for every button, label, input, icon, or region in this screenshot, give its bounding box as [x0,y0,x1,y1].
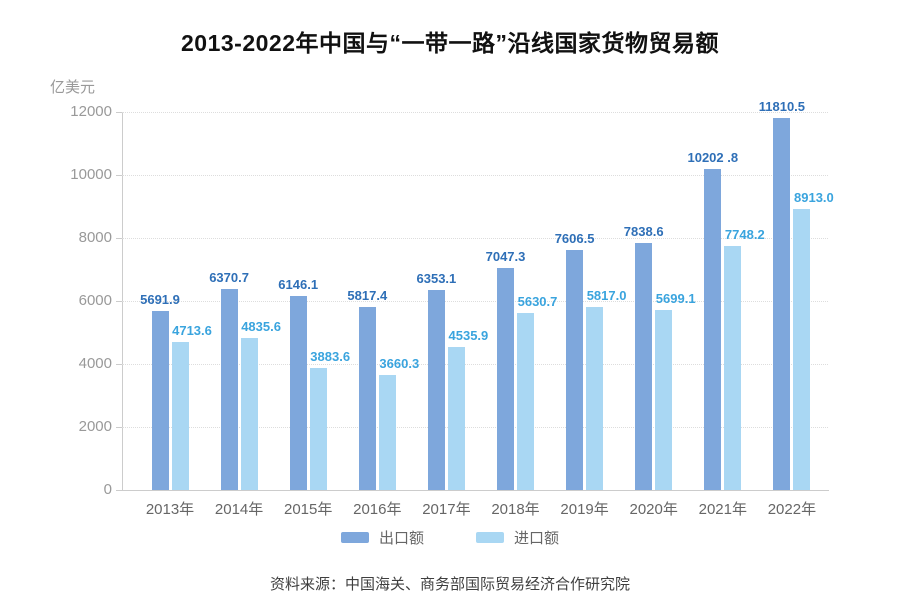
export-value-label: 6146.1 [278,277,319,293]
export-bar [635,243,653,490]
x-axis-label: 2013年 [145,501,195,518]
export-bar [289,296,307,490]
x-axis-label: 2014年 [214,501,264,518]
x-axis-label: 2019年 [560,501,609,518]
import-value-label: 7748.2 [724,226,765,242]
export-bar [566,250,584,490]
x-axis-label: 2021年 [698,501,747,518]
legend-marker-import [476,532,504,543]
source-note: 资料来源：中国海关、商务部国际贸易经济合作研究院 [269,576,630,593]
import-value-label: 8913.0 [794,190,834,206]
y-axis-tick [116,490,122,491]
export-value-label: 11810.5 [758,98,806,114]
import-bar [240,337,258,490]
import-value-label: 4535.9 [448,328,489,344]
export-bar [497,268,514,490]
export-value-label: 7838.6 [623,224,664,240]
import-bar [378,374,396,490]
legend-item-export: 出口额 [340,527,424,548]
chart-legend: 出口额 进口额 [0,527,900,548]
export-bar [427,289,445,490]
x-axis-label: 2016年 [353,501,402,518]
import-bar [724,245,742,490]
export-bar [220,289,238,490]
import-value-label: 3660.3 [379,355,420,371]
export-value-label: 5817.4 [347,287,388,303]
y-axis-label: 6000 [78,292,112,309]
x-axis-label: 2018年 [491,501,540,518]
grid-line [122,301,828,302]
export-bar [773,117,791,490]
chart-title: 2013-2022年中国与“一带一路”沿线国家货物贸易额 [181,30,719,56]
y-axis-label: 12000 [70,103,112,120]
export-value-label: 7047.3 [485,249,526,264]
export-value-label: 10202 .8 [687,149,739,165]
export-value-label: 7606.5 [554,231,595,247]
import-value-label: 4835.6 [241,318,281,334]
y-axis-tick [116,238,122,239]
x-axis-label: 2017年 [422,501,471,518]
export-bar [151,310,169,490]
y-axis-tick [116,427,122,428]
grid-line [122,238,828,239]
x-axis-label: 2022年 [767,501,817,518]
y-axis-tick [116,301,122,302]
import-value-label: 5699.1 [655,291,696,307]
legend-marker-export [340,532,369,543]
export-value-label: 6353.1 [416,270,457,286]
y-axis-label: 8000 [78,229,112,246]
x-axis-label: 2020年 [629,501,678,518]
import-value-label: 3883.6 [310,348,351,364]
y-axis-tick [116,112,122,113]
y-axis-label: 0 [103,481,112,498]
y-axis-label: 4000 [78,355,112,372]
legend-label: 进口额 [514,530,560,547]
import-bar [793,209,811,490]
import-bar [171,341,189,490]
import-value-label: 5630.7 [517,293,558,309]
export-value-label: 6370.7 [209,270,249,286]
import-bar [309,367,327,490]
import-bar [586,306,604,490]
export-bar [358,306,376,490]
import-bar [517,312,534,490]
import-value-label: 4713.6 [172,322,212,338]
y-axis-tick [116,175,122,176]
import-value-label: 5817.0 [586,287,627,303]
import-bar [447,347,465,490]
grid-line [122,112,828,113]
export-value-label: 5691.9 [140,291,180,307]
x-axis-label: 2015年 [284,501,333,518]
y-axis-label: 10000 [70,166,112,183]
grid-line [122,364,828,365]
grid-line [122,175,828,176]
grid-line [122,427,828,428]
import-bar [655,310,673,490]
export-bar [704,168,722,490]
legend-item-import: 进口额 [476,527,559,548]
legend-label: 出口额 [378,530,424,547]
y-axis-tick [116,364,122,365]
y-axis-label: 2000 [78,418,112,435]
y-axis-unit-label: 亿美元 [50,79,96,96]
